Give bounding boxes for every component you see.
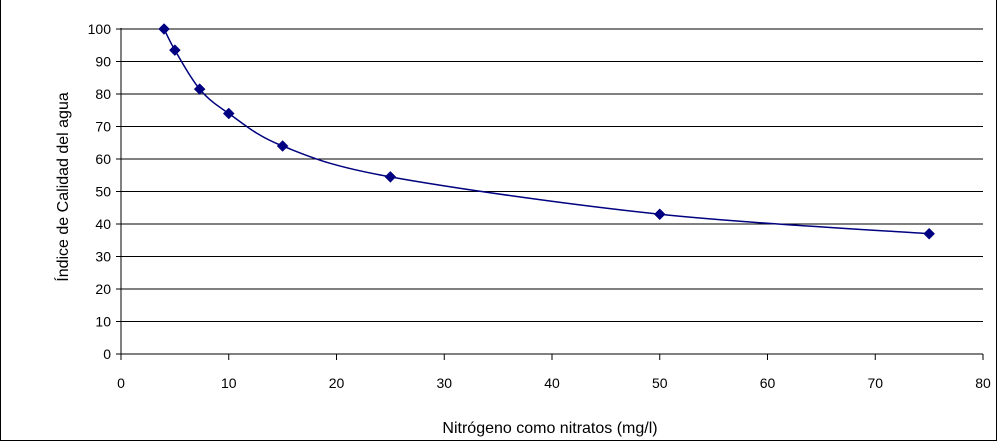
x-tick-label-60: 60 [760, 375, 776, 391]
axes [116, 28, 984, 360]
x-tick-label-30: 30 [436, 375, 452, 391]
data-point-0 [158, 23, 170, 35]
data-point-7 [923, 227, 935, 240]
y-tick-label-80: 80 [95, 86, 111, 102]
y-tick-label-60: 60 [95, 151, 111, 167]
y-tick-label-10: 10 [95, 314, 111, 330]
x-tick-label-50: 50 [652, 375, 668, 391]
grid-lines [121, 28, 983, 322]
y-axis-label: Índice de Calidad del agua [53, 92, 72, 282]
x-tick-label-20: 20 [329, 375, 345, 391]
data-point-2 [193, 83, 206, 95]
y-tick-label-70: 70 [95, 119, 111, 135]
x-tick-labels: 0 10 20 30 40 50 60 70 80 [117, 375, 991, 391]
x-tick-label-10: 10 [221, 375, 237, 391]
y-tick-label-50: 50 [95, 184, 111, 200]
y-tick-label-100: 100 [88, 21, 112, 37]
data-point-4 [276, 140, 289, 152]
y-tick-label-30: 30 [95, 249, 111, 265]
x-tick-label-70: 70 [867, 375, 883, 391]
y-tick-label-40: 40 [95, 216, 111, 232]
x-axis-label: Nitrógeno como nitratos (mg/l) [442, 420, 657, 437]
y-tick-label-0: 0 [103, 346, 111, 362]
data-point-1 [169, 44, 181, 56]
y-tick-labels: 0 10 20 30 40 50 60 70 80 90 100 [88, 21, 112, 362]
data-point-5 [384, 171, 397, 183]
x-tick-label-0: 0 [117, 375, 125, 391]
data-markers [158, 23, 935, 240]
x-tick-label-80: 80 [975, 375, 991, 391]
x-tick-label-40: 40 [544, 375, 560, 391]
series-line [163, 28, 930, 235]
y-tick-label-90: 90 [95, 54, 111, 70]
data-point-3 [222, 107, 235, 120]
data-point-6 [653, 208, 666, 221]
y-tick-label-20: 20 [95, 281, 111, 297]
